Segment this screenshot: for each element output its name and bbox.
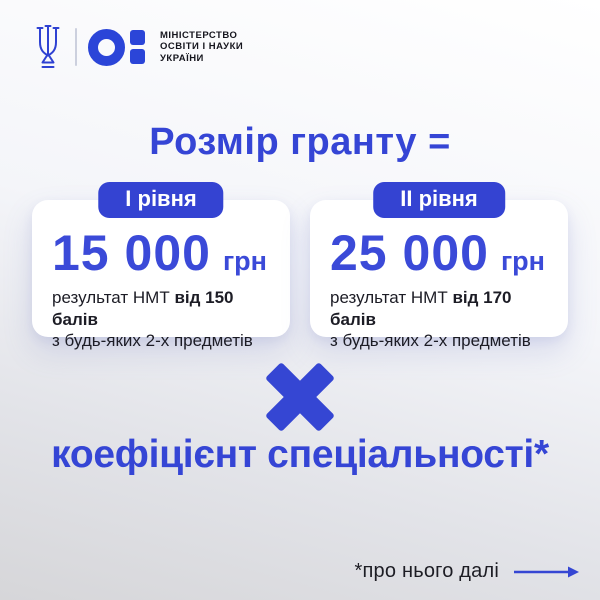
grant-currency: грн [500,246,545,276]
requirement-line2: з будь-яких 2-х предметів [330,331,531,350]
ukraine-trident-icon [36,25,60,68]
grant-currency: грн [222,246,267,276]
grant-amount: 15 000 грн [52,228,272,278]
header-divider [75,28,77,66]
requirement-bold: від 170 балів [330,288,512,329]
grant-cards: І рівня 15 000 грн результат НМТ від 150… [32,182,568,350]
multiply-icon [264,361,336,433]
grant-card-level-1: І рівня 15 000 грн результат НМТ від 150… [32,182,290,350]
requirement-normal: результат НМТ [52,288,175,307]
level-badge: ІІ рівня [373,182,505,218]
page-title: Розмір гранту = [149,121,451,163]
footnote: *про нього далі [355,560,580,583]
right-arrow-icon [514,566,579,577]
requirement-line2: з будь-яких 2-х предметів [52,331,253,350]
grant-requirement: результат НМТ від 150 балів з будь-яких … [52,287,272,352]
coefficient-label: коефіцієнт спеціальності* [51,433,549,476]
header: МІНІСТЕРСТВО ОСВІТИ І НАУКИ УКРАЇНИ [32,24,243,70]
logo-colon-icon [130,30,145,64]
mon-ukraine-logo [88,28,145,66]
grant-card-level-2: ІІ рівня 25 000 грн результат НМТ від 17… [310,182,568,350]
ministry-line: МІНІСТЕРСТВО [160,29,238,41]
logo-ring-icon [88,28,125,66]
grant-amount-value: 15 000 [52,225,211,281]
requirement-normal: результат НМТ [330,288,453,307]
level-badge: І рівня [98,182,224,218]
ministry-line: УКРАЇНИ [160,52,204,64]
requirement-bold: від 150 балів [52,288,234,329]
grant-amount-value: 25 000 [330,225,489,281]
ministry-line: ОСВІТИ І НАУКИ [160,41,244,53]
ministry-name: МІНІСТЕРСТВО ОСВІТИ І НАУКИ УКРАЇНИ [160,30,243,65]
footnote-text: *про нього далі [354,560,499,582]
grant-requirement: результат НМТ від 170 балів з будь-яких … [330,287,550,352]
grant-amount: 25 000 грн [330,228,550,278]
